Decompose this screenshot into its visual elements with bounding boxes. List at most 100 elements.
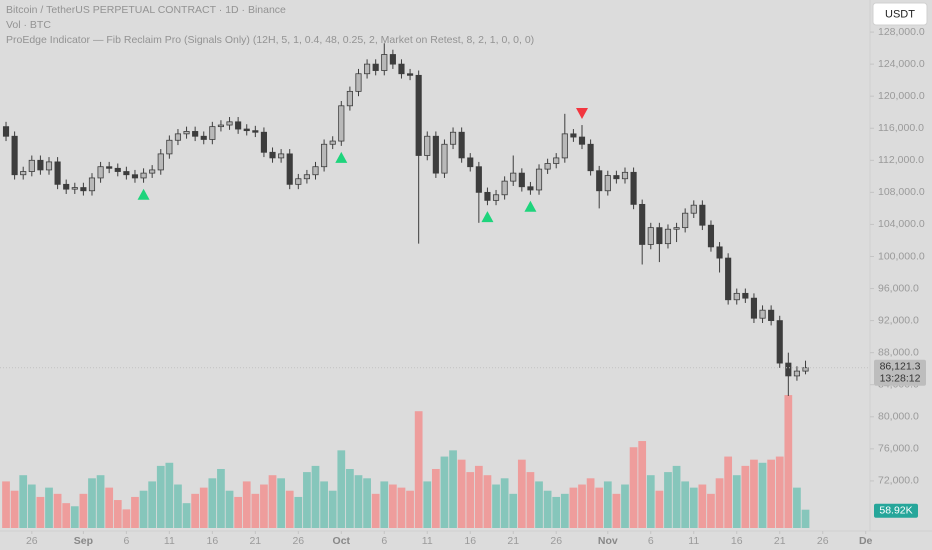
buy-signal [524,200,537,212]
volume-bar [560,493,569,528]
volume-bar [139,490,148,528]
candle-body [312,166,319,176]
volume-bar [96,475,105,528]
x-tick-label: 6 [123,535,129,547]
candle-body [200,135,207,140]
y-tick-label: 124,000.0 [878,58,925,70]
volume-bar [423,481,432,528]
volume-bar [509,493,518,528]
x-tick-label: Sep [74,535,93,547]
candle-body [407,73,414,76]
candle-body [604,175,611,192]
volume-bar [741,465,750,528]
volume-bar [449,450,457,528]
price-axis-bg [870,0,932,550]
indicator-legend: ProEdge Indicator — Fib Reclaim Pro (Sig… [6,34,534,46]
volume-layer [2,395,810,528]
volume-bar [397,487,406,528]
candle-body [656,227,663,245]
x-tick-label: 11 [422,535,433,547]
volume-bar [543,490,552,528]
candle-body [149,169,156,174]
volume-bar [27,484,36,528]
candle-body [501,180,508,196]
volume-bar [131,496,139,528]
candle-body [54,161,61,185]
candle-body [475,166,482,193]
volume-bar [234,496,243,528]
volume-bar [552,496,561,528]
candle-body [278,153,285,159]
y-tick-label: 80,000.0 [878,411,919,423]
y-tick-label: 108,000.0 [878,186,925,198]
candle-body [217,124,225,128]
volume-bar [363,478,371,528]
candle-body [510,172,517,182]
candle-body [750,297,758,319]
x-tick-label: 21 [249,535,261,547]
volume-bar [578,484,586,528]
volume-bar [483,475,492,528]
volume-bar [320,481,328,528]
candle-body [725,257,732,301]
candle-body [123,171,130,176]
volume-bar [45,487,53,528]
candle-body [484,191,491,201]
candle-body [11,135,18,176]
currency-label[interactable]: USDT [885,8,915,20]
y-tick-label: 76,000.0 [878,443,919,455]
volume-bar [79,493,88,528]
volume-bar [457,459,466,528]
sell-signal [576,108,589,120]
volume-bar [88,478,96,528]
buy-signal [481,211,494,223]
volume-bar [707,493,715,528]
candle-body [449,131,457,145]
volume-bar [406,490,414,528]
candle-body [785,362,792,377]
candle-body [2,126,10,137]
volume-bar [199,487,208,528]
volume-bar [698,484,707,528]
candle-body [742,292,749,299]
volume-bar [586,478,595,528]
x-tick-label: 21 [774,535,786,547]
candle-body [243,128,250,132]
candle-body [364,63,371,75]
volume-bar [750,459,758,528]
last-price-label: 86,121.3 [880,361,921,373]
candle-body [174,133,182,141]
volume-bar [732,475,741,528]
volume-bar [294,496,303,528]
candle-body [37,159,44,171]
candle-body [346,90,353,107]
volume-bar [793,487,801,528]
candle-body [553,157,560,164]
last-volume-label: 58.92K [879,504,912,516]
volume-bar [784,395,793,528]
candle-body [639,203,646,245]
candle-body [88,177,96,192]
candle-body [20,171,27,176]
currency-button[interactable] [872,2,928,26]
volume-bar [758,462,767,528]
x-tick-label: 11 [688,535,699,547]
x-tick-label: 16 [206,535,218,547]
volume-bar [260,484,268,528]
buy-signal [137,188,150,200]
candle-body [690,204,697,214]
candle-body [381,54,388,71]
volume-bar [724,456,733,528]
volume-bar [801,509,810,528]
last-price-box [874,359,926,386]
volume-bar [328,490,337,528]
volume-bar [715,478,724,528]
candle-body [596,170,603,192]
volume-bar [285,490,294,528]
candle-body [458,131,465,159]
volume-bar [251,493,260,528]
volume-bar [122,509,131,528]
x-tick-label: 11 [164,535,175,547]
candle-body [561,133,568,159]
